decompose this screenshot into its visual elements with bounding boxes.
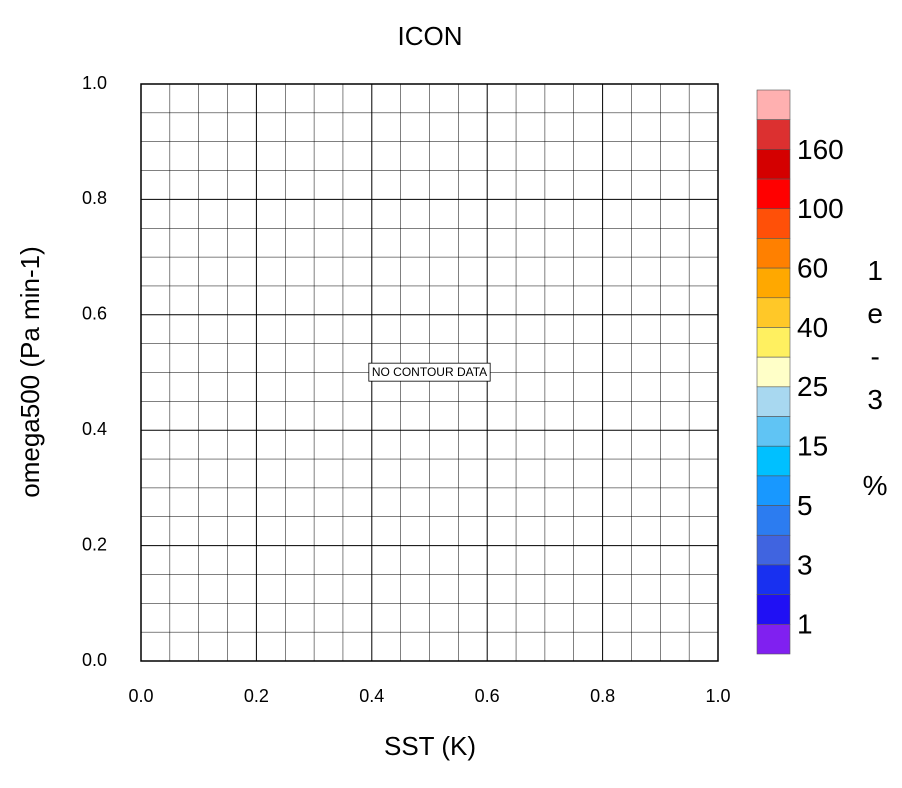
colorbar-box — [756, 119, 791, 150]
colorbar-label: 3 — [797, 549, 813, 580]
y-tick-label: 0.4 — [82, 419, 107, 439]
colorbar-box — [756, 624, 791, 655]
colorbar-box — [756, 327, 791, 358]
x-axis-label: SST (K) — [384, 731, 476, 761]
colorbar-box — [756, 416, 791, 447]
colorbar-box — [756, 267, 791, 299]
colorbar-label: 5 — [797, 490, 813, 521]
colorbar-box — [756, 238, 791, 269]
x-tick-label: 0.0 — [128, 686, 153, 706]
x-tick-label: 1.0 — [705, 686, 730, 706]
y-tick-label: 1.0 — [82, 73, 107, 93]
colorbar-box — [756, 564, 791, 595]
y-tick-label: 0.6 — [82, 304, 107, 324]
colorbar-box — [756, 505, 791, 536]
chart-title: ICON — [398, 21, 463, 51]
annotation: NO CONTOUR DATA — [372, 365, 487, 379]
colorbar-label: 25 — [797, 371, 828, 402]
colorbar-label: 40 — [797, 312, 828, 343]
plot-frame — [140, 83, 719, 662]
colorbar-box — [756, 178, 791, 210]
x-tick-label: 0.6 — [475, 686, 500, 706]
y-tick-label: 0.0 — [82, 650, 107, 670]
colorbar-label: 100 — [797, 193, 844, 224]
colorbar-label: 160 — [797, 134, 844, 165]
colorbar-label: 1 — [797, 609, 813, 640]
colorbar-box — [756, 297, 791, 328]
y-tick-label: 0.8 — [82, 188, 107, 208]
annotation-box — [368, 362, 491, 382]
y-tick-label: 0.2 — [82, 534, 107, 554]
colorbar-box — [756, 149, 791, 180]
colorbar-box — [756, 356, 791, 388]
x-tick-label: 0.8 — [590, 686, 615, 706]
colorbar-label: 60 — [797, 252, 828, 283]
colorbar-box — [756, 386, 791, 417]
colorbar-box — [756, 445, 791, 477]
colorbar-box — [756, 594, 791, 625]
colorbar-box — [756, 475, 791, 506]
x-tick-label: 0.4 — [359, 686, 384, 706]
colorbar-box — [756, 89, 791, 120]
colorbar-title: 1e-3 % — [860, 255, 891, 513]
x-tick-label: 0.2 — [244, 686, 269, 706]
y-axis-label: omega500 (Pa min-1) — [15, 246, 45, 497]
colorbar-box — [756, 534, 791, 566]
colorbar-box — [756, 208, 791, 239]
colorbar-label: 15 — [797, 431, 828, 462]
